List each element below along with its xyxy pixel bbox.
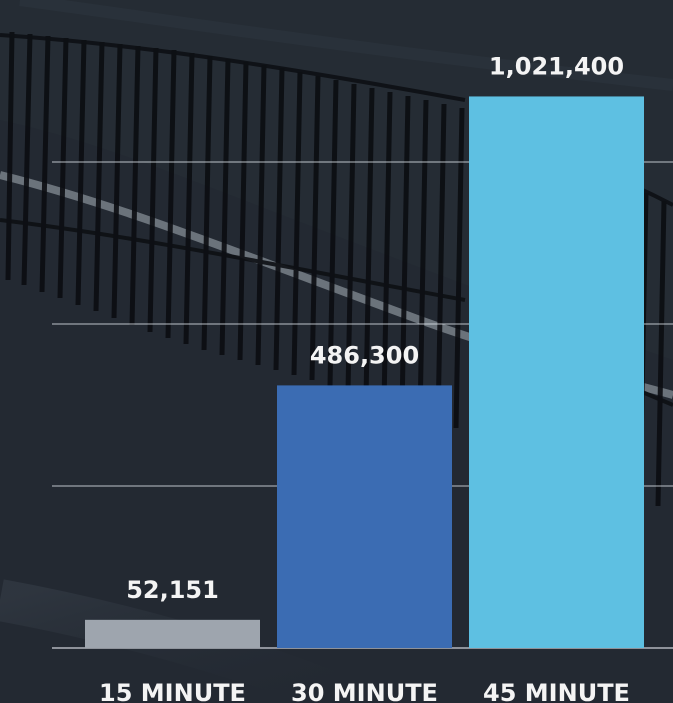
label-group: 52,151 15 MINUTE 486,300 30 MINUTE 1,021,400… <box>99 52 630 703</box>
data-label-3: 1,021,400 <box>489 52 624 80</box>
data-label-1: 52,151 <box>126 576 219 604</box>
bar-3 <box>469 96 644 649</box>
x-tick-label-2: 30 MINUTE <box>291 679 438 703</box>
bar-1 <box>85 619 260 648</box>
x-tick-label-1: 15 MINUTE <box>99 679 246 703</box>
x-tick-label-3: 45 MINUTE <box>483 679 630 703</box>
bar-2 <box>277 385 452 648</box>
data-label-2: 486,300 <box>310 341 419 369</box>
bar-group <box>85 96 644 649</box>
